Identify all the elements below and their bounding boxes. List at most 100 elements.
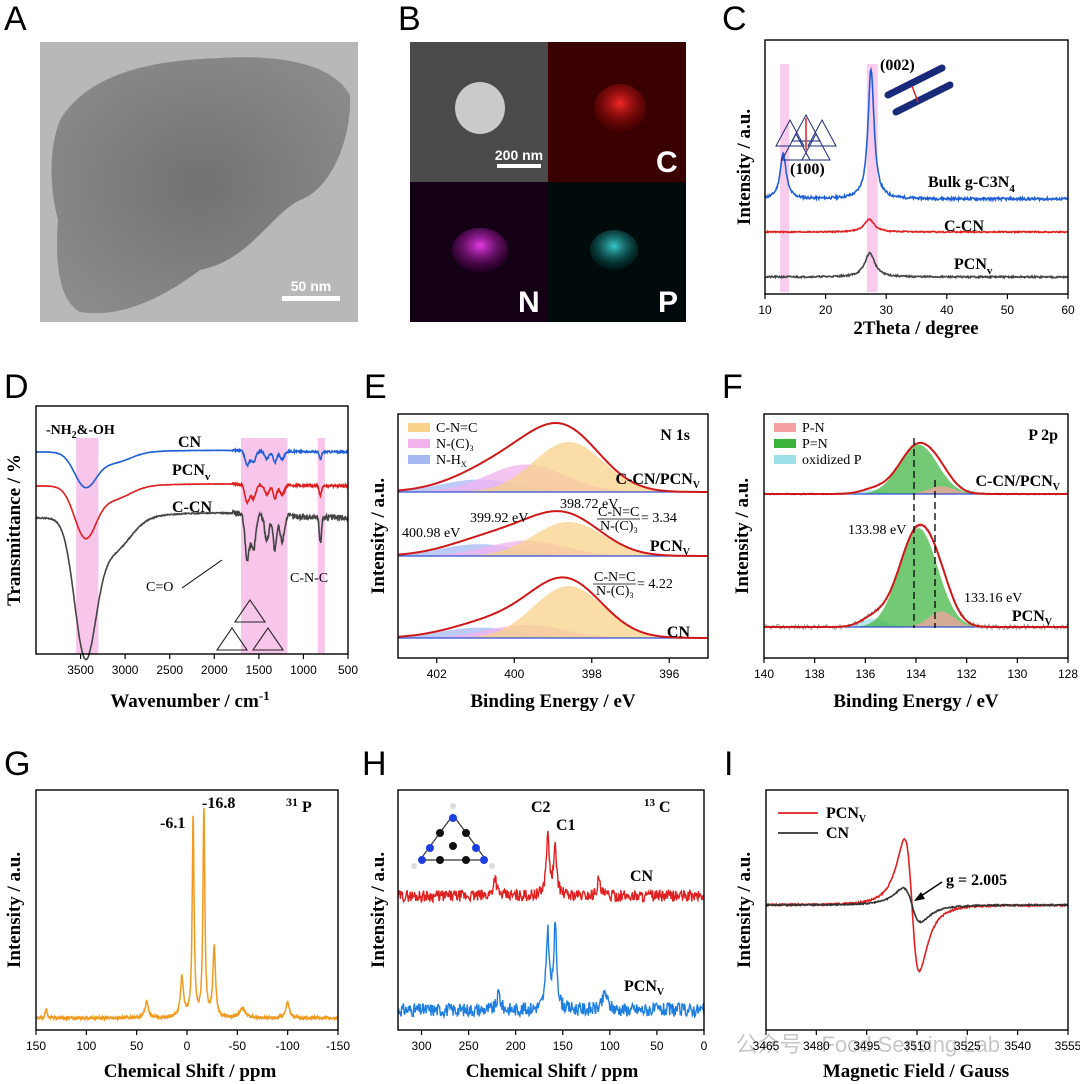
panel-letter-g: G xyxy=(4,745,30,783)
x-tick-label: 250 xyxy=(459,1039,479,1053)
x-tick-label: 1000 xyxy=(290,663,317,677)
annotation-c2: C2 xyxy=(531,799,551,816)
n1s-curves xyxy=(397,422,708,639)
ratio-pcnv-value: = 3.34 xyxy=(641,511,677,526)
legend-swatch-nhx xyxy=(408,455,430,464)
x-tick-label: 134 xyxy=(906,667,926,681)
highlight-band xyxy=(780,64,790,292)
n1s-component-cnc xyxy=(398,522,708,556)
x-axis-title: Wavenumber / cm-1 xyxy=(110,688,269,712)
g-value-arrowhead xyxy=(914,892,925,901)
panel-letter-f: F xyxy=(722,368,743,406)
y-axis-title: Intensity / a.u. xyxy=(368,478,389,594)
series-label-pcnv: PCNV xyxy=(650,538,691,558)
x-tick-label: 3465 xyxy=(753,1039,780,1053)
ftir-line-C-CN xyxy=(35,508,349,661)
panel-b: B 200 nm C N P xyxy=(398,0,686,322)
n1s-component-cnc xyxy=(398,442,708,492)
x-tick-label: 3495 xyxy=(853,1039,880,1053)
n1s-envelope xyxy=(397,576,708,639)
legend: C-N=C N-(C)3 N-HX xyxy=(408,421,477,469)
p-map-particle xyxy=(590,230,638,270)
annotation-c1: C1 xyxy=(556,817,576,834)
annotation-100: (100) xyxy=(790,161,825,178)
scale-bar-a xyxy=(282,296,340,301)
legend-swatch-nc3 xyxy=(408,439,430,448)
ratio-cn-numerator: C-N=C xyxy=(594,570,635,585)
legend-label-nhx: N-HX xyxy=(436,453,467,469)
x-tick-label: 138 xyxy=(805,667,825,681)
x-tick-label: -50 xyxy=(229,1039,247,1053)
x-tick-label: 500 xyxy=(338,663,358,677)
p31-curve xyxy=(35,807,339,1022)
x-tick-label: 40 xyxy=(940,303,954,317)
x-tick-label: 128 xyxy=(1058,667,1078,681)
legend-swatch-pn xyxy=(774,423,796,432)
x-tick-label: -150 xyxy=(326,1039,350,1053)
annotation-39992: 399.92 eV xyxy=(470,511,528,526)
y-axis-title: Intensity / a.u. xyxy=(734,109,755,225)
annotation-13316: 133.16 eV xyxy=(964,591,1022,606)
annotation-6-1: -6.1 xyxy=(160,815,185,832)
y-axis-title: Transmittance / % xyxy=(4,454,25,606)
panel-letter-c: C xyxy=(722,0,747,38)
p2p-envelope xyxy=(764,523,1068,628)
c13-curves xyxy=(397,830,705,1020)
p2p-curves xyxy=(763,441,1069,631)
epr-line-cn xyxy=(765,886,1069,924)
x-tick-label: 0 xyxy=(701,1039,708,1053)
triazine-structure-sketch xyxy=(215,599,285,651)
panel-f: F 140 138 136 134 132 130 128 Binding Energy /… xyxy=(722,368,1078,712)
y-axis-title: Intensity / a.u. xyxy=(368,852,389,968)
series-label-ccn: C-CN xyxy=(172,499,212,516)
x-tick-label: 3540 xyxy=(1004,1039,1031,1053)
x-tick-label: 140 xyxy=(754,667,774,681)
watermark: 公众号 · Food Sensing Lab xyxy=(736,1032,1000,1057)
legend: P-N P=N oxidized P xyxy=(774,421,862,468)
highlight-band xyxy=(317,438,325,654)
annotation-16-8: -16.8 xyxy=(202,795,235,812)
legend-label-pdn: P=N xyxy=(802,437,828,452)
highlight-bands xyxy=(780,64,878,292)
x-tick-label: 1500 xyxy=(246,663,273,677)
axes-frame xyxy=(397,789,705,1031)
x-tick-label: 150 xyxy=(26,1039,46,1053)
p31-line xyxy=(35,807,339,1022)
ftir-line-CN xyxy=(36,447,349,489)
xrd-line-Bulk g-C3N4 xyxy=(764,66,1069,203)
annotation-cnc: C-N-C xyxy=(290,571,328,586)
x-ticks: 3465 3480 3495 3510 3525 3540 3555 xyxy=(753,1030,1080,1053)
c13-line-pcnv xyxy=(397,921,705,1020)
x-tick-label: 3525 xyxy=(954,1039,981,1053)
x-tick-label: 3500 xyxy=(67,663,94,677)
panel-i: I 3465 3480 3495 3510 3525 3540 3555 Magnetic … xyxy=(724,745,1080,1082)
series-label-ccn-pcnv: C-CN/PCNV xyxy=(975,473,1060,493)
ftir-curves xyxy=(35,447,349,661)
panel-letter-b: B xyxy=(398,0,421,38)
x-tick-label: 3510 xyxy=(904,1039,931,1053)
x-ticks: 402 400 398 396 xyxy=(427,658,680,681)
axes-frame xyxy=(764,39,1069,295)
x-tick-label: 3480 xyxy=(803,1039,830,1053)
ratio-pcnv-numerator: C-N=C xyxy=(598,505,639,520)
panel-letter-a: A xyxy=(4,0,27,38)
x-tick-label: 3000 xyxy=(112,663,139,677)
series-label-pcnv: PCNV xyxy=(624,978,665,998)
axes-frame xyxy=(765,789,1069,1031)
series-label-pcnv: PCNv xyxy=(172,462,211,483)
x-tick-label: 30 xyxy=(880,303,894,317)
c13-line-cn xyxy=(397,830,705,904)
y-axis-title: Intensity / a.u. xyxy=(734,852,755,968)
p-map-label: P xyxy=(658,286,678,319)
annotation-40098: 400.98 eV xyxy=(402,526,460,541)
ratio-pcnv-denominator: N-(C)3 xyxy=(600,519,637,535)
annotation-nh-oh: -NH2&-OH xyxy=(46,423,115,441)
panel-g: G 150 100 50 0 -50 -100 -150 Chemical Shift / … xyxy=(4,745,350,1082)
panel-label-n1s: N 1s xyxy=(660,427,690,444)
panel-letter-e: E xyxy=(364,368,387,406)
x-tick-label: 300 xyxy=(412,1039,432,1053)
annotation-002: (002) xyxy=(880,57,915,74)
x-tick-label: 2000 xyxy=(201,663,228,677)
epr-curves xyxy=(765,837,1069,974)
